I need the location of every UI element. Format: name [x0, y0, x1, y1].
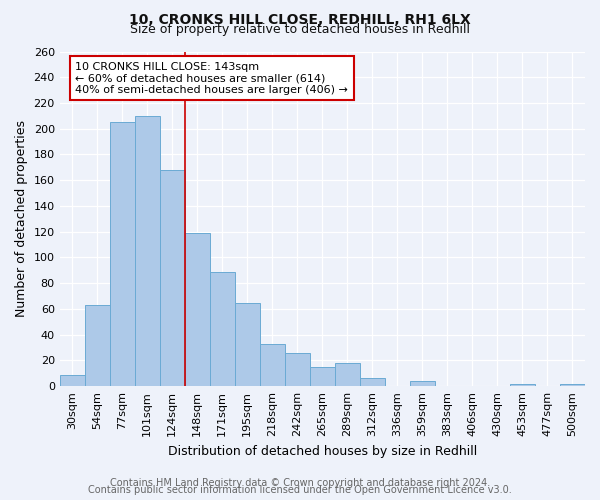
Bar	[110, 122, 135, 386]
Bar	[410, 381, 435, 386]
Bar	[185, 233, 210, 386]
Bar	[510, 384, 535, 386]
Bar	[260, 344, 285, 386]
Bar	[85, 305, 110, 386]
Bar	[160, 170, 185, 386]
X-axis label: Distribution of detached houses by size in Redhill: Distribution of detached houses by size …	[168, 444, 477, 458]
Bar	[235, 302, 260, 386]
Bar	[310, 367, 335, 386]
Text: Contains HM Land Registry data © Crown copyright and database right 2024.: Contains HM Land Registry data © Crown c…	[110, 478, 490, 488]
Bar	[285, 352, 310, 386]
Text: 10, CRONKS HILL CLOSE, REDHILL, RH1 6LX: 10, CRONKS HILL CLOSE, REDHILL, RH1 6LX	[129, 12, 471, 26]
Bar	[560, 384, 585, 386]
Y-axis label: Number of detached properties: Number of detached properties	[15, 120, 28, 318]
Text: Size of property relative to detached houses in Redhill: Size of property relative to detached ho…	[130, 22, 470, 36]
Bar	[210, 272, 235, 386]
Bar	[360, 378, 385, 386]
Bar	[335, 363, 360, 386]
Bar	[135, 116, 160, 386]
Text: 10 CRONKS HILL CLOSE: 143sqm
← 60% of detached houses are smaller (614)
40% of s: 10 CRONKS HILL CLOSE: 143sqm ← 60% of de…	[76, 62, 349, 94]
Bar	[59, 374, 85, 386]
Text: Contains public sector information licensed under the Open Government Licence v3: Contains public sector information licen…	[88, 485, 512, 495]
